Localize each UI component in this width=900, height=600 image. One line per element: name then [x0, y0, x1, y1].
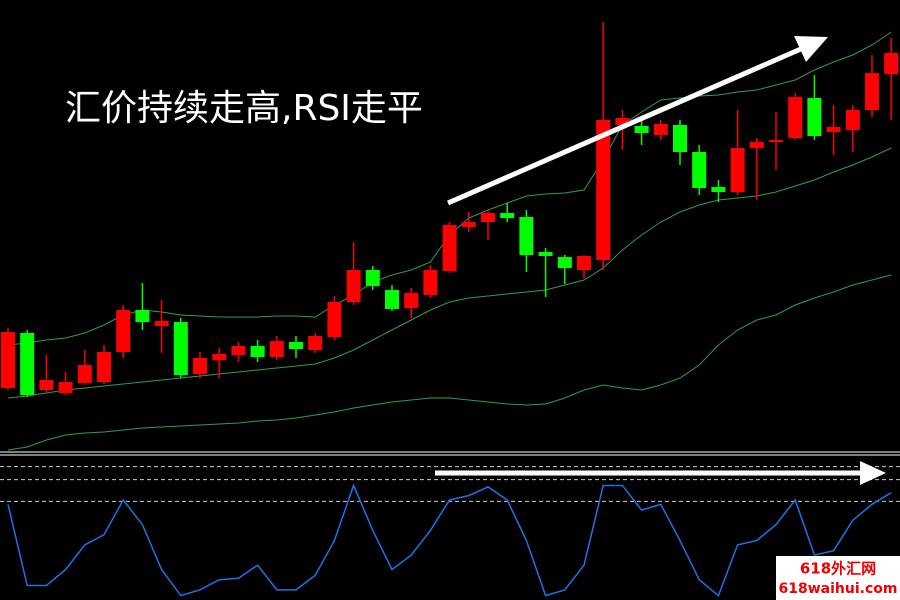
candle-body — [884, 53, 899, 74]
candle-body — [596, 120, 611, 260]
candle-body — [135, 310, 150, 322]
candle-body — [730, 148, 745, 192]
candle-body — [346, 270, 361, 302]
watermark-name: 618外汇网 — [800, 560, 876, 578]
candle-body — [769, 140, 783, 142]
candle-body — [653, 124, 668, 135]
candle-body — [269, 341, 284, 357]
candle-body — [193, 358, 207, 374]
candle-body — [692, 152, 707, 188]
candle-body — [58, 382, 73, 393]
candle-body — [577, 256, 591, 270]
candle-body — [20, 333, 35, 395]
candle-body — [749, 142, 764, 148]
candle-body — [538, 252, 553, 256]
candle-body — [97, 352, 111, 382]
candle-body — [481, 213, 495, 222]
candle-body — [173, 322, 188, 375]
candle-body — [461, 222, 476, 227]
candle-body — [250, 346, 265, 357]
candle-body — [500, 213, 515, 218]
rsi-panel — [0, 466, 900, 597]
annotation: 汇价持续走高,RSI走平 — [65, 88, 423, 129]
candle-body — [308, 336, 323, 350]
watermark-url: 618waihui.com — [779, 581, 898, 597]
candle-body — [519, 217, 534, 255]
candle-body — [845, 110, 860, 130]
rsi-line — [7, 483, 892, 597]
candle-body — [1, 332, 15, 388]
candle-body — [327, 302, 342, 337]
candle-body — [826, 127, 841, 132]
candle-body — [557, 257, 572, 268]
flat-arrow — [435, 461, 886, 485]
candle-body — [404, 293, 419, 308]
candle-body — [39, 380, 54, 390]
candle-body — [423, 270, 438, 295]
candle-body — [865, 73, 879, 110]
candle-body — [385, 290, 399, 309]
candle-body — [154, 321, 169, 326]
candle-body — [365, 270, 380, 286]
candle-body — [634, 126, 649, 133]
candle-body — [77, 365, 92, 383]
candle-body — [673, 125, 687, 152]
candle-body — [116, 310, 131, 352]
band-line — [7, 274, 892, 451]
candle-body — [807, 98, 822, 136]
price-panel — [1, 22, 899, 451]
watermark: 618外汇网 618waihui.com — [776, 556, 900, 600]
trend-arrow — [446, 36, 828, 206]
candle-body — [289, 342, 303, 349]
candle-body — [212, 354, 227, 360]
candle-body — [615, 118, 630, 125]
band-line — [7, 147, 892, 399]
candle-body — [788, 97, 803, 138]
candle-body — [231, 346, 246, 355]
candle-body — [442, 225, 457, 271]
candle-body — [711, 187, 726, 192]
